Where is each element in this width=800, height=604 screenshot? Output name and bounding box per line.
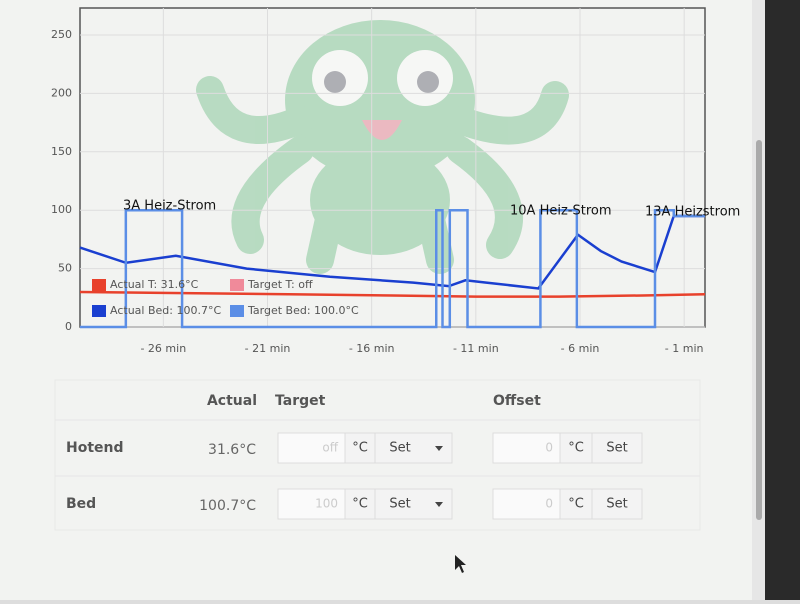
annotation: 10A Heiz-Strom [510, 204, 612, 219]
column-header: Actual [207, 393, 257, 409]
row-label: Bed [66, 496, 96, 512]
series-line [79, 214, 705, 290]
legend-label: Actual T: 31.6°C [110, 278, 199, 291]
target-input[interactable] [277, 432, 346, 464]
offset-placeholder: 0 [545, 441, 553, 455]
actual-value: 100.7°C [199, 498, 256, 514]
legend-label: Target Bed: 100.0°C [247, 304, 359, 317]
legend-label: Actual Bed: 100.7°C [110, 304, 221, 317]
x-tick-label: - 1 min [665, 342, 704, 355]
legend-label: Target T: off [247, 278, 313, 291]
target-placeholder: off [322, 441, 338, 455]
y-tick-label: 150 [51, 145, 72, 158]
series-line [79, 290, 706, 298]
offset-set-button[interactable] [591, 432, 643, 464]
actual-value: 31.6°C [208, 442, 256, 458]
target-input[interactable] [277, 488, 346, 520]
set-label: Set [389, 497, 410, 512]
x-tick-label: - 11 min [453, 342, 499, 355]
mouse-cursor [455, 555, 466, 573]
offset-input[interactable] [492, 488, 561, 520]
offset-set-label: Set [606, 497, 627, 512]
x-tick-label: - 26 min [140, 342, 186, 355]
offset-set-button[interactable] [591, 488, 643, 520]
x-tick-label: - 21 min [245, 342, 291, 355]
target-placeholder: 100 [315, 497, 338, 511]
row-label: Hotend [66, 440, 124, 456]
legend-swatch [230, 305, 244, 317]
y-tick-label: 0 [65, 320, 72, 333]
series-line [80, 208, 705, 329]
offset-input[interactable] [492, 432, 561, 464]
annotation: 13A Heizstrom [645, 205, 740, 220]
column-header: Offset [493, 393, 541, 409]
annotation: 3A Heiz-Strom [123, 199, 216, 214]
offset-placeholder: 0 [545, 497, 553, 511]
legend-swatch [92, 279, 106, 291]
legend-swatch [230, 279, 244, 291]
offset-unit-label: °C [568, 497, 584, 512]
offset-unit-label: °C [568, 441, 584, 456]
offset-set-label: Set [606, 441, 627, 456]
unit-label: °C [352, 497, 368, 512]
dropdown-caret[interactable] [435, 502, 443, 507]
x-tick-label: - 16 min [349, 342, 395, 355]
set-label: Set [389, 441, 410, 456]
y-tick-label: 100 [51, 203, 72, 216]
column-header: Target [275, 393, 326, 409]
legend-swatch [92, 305, 106, 317]
scroll-thumb[interactable] [756, 140, 762, 520]
y-tick-label: 200 [51, 86, 72, 99]
x-tick-label: - 6 min [561, 342, 600, 355]
dropdown-caret[interactable] [435, 446, 443, 451]
y-tick-label: 250 [51, 28, 72, 41]
temperature-chart: 0 50 100 150 200 250 - 26 min - 21 min - 16 min -… [51, 7, 740, 355]
controls-panel [54, 379, 701, 531]
unit-addon [344, 488, 376, 520]
watermark [196, 20, 569, 274]
bezel [765, 0, 800, 600]
unit-label: °C [352, 441, 368, 456]
y-tick-label: 50 [58, 262, 72, 275]
temperature-controls: Actual Target Offset Hotend 31.6°C off °C Set 0 °… [55, 393, 700, 520]
